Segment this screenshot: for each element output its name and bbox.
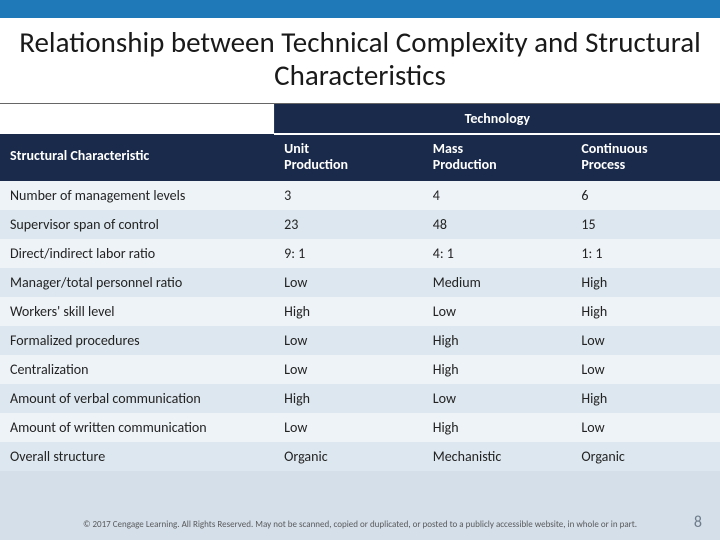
row-label: Amount of verbal communication — [0, 384, 274, 413]
cell: High — [274, 384, 423, 413]
cell: Low — [423, 384, 572, 413]
column-header-row: Structural Characteristic Unit Productio… — [0, 134, 720, 181]
cell: 6 — [571, 181, 720, 210]
col-header-0-line2: Production — [284, 157, 413, 173]
cell: 1: 1 — [571, 239, 720, 268]
table-header: Technology Structural Characteristic Uni… — [0, 104, 720, 181]
cell: Low — [274, 326, 423, 355]
col-header-2-line1: Continuous — [581, 141, 710, 157]
col-header-0: Unit Production — [274, 134, 423, 181]
accent-top-bar — [0, 0, 720, 18]
cell: Mechanistic — [423, 442, 572, 471]
cell: Low — [274, 268, 423, 297]
row-label: Centralization — [0, 355, 274, 384]
cell: 48 — [423, 210, 572, 239]
cell: Medium — [423, 268, 572, 297]
cell: High — [423, 355, 572, 384]
title-block: Relationship between Technical Complexit… — [0, 18, 720, 104]
cell: 4: 1 — [423, 239, 572, 268]
table-row: Amount of verbal communicationHighLowHig… — [0, 384, 720, 413]
row-header-label: Structural Characteristic — [0, 134, 274, 181]
page-title: Relationship between Technical Complexit… — [12, 26, 708, 93]
col-header-2: Continuous Process — [571, 134, 720, 181]
table-row: Amount of written communicationLowHighLo… — [0, 413, 720, 442]
col-header-1: Mass Production — [423, 134, 572, 181]
table-row: Manager/total personnel ratioLowMediumHi… — [0, 268, 720, 297]
cell: 4 — [423, 181, 572, 210]
row-label: Workers' skill level — [0, 297, 274, 326]
data-table: Technology Structural Characteristic Uni… — [0, 104, 720, 471]
cell: Low — [274, 355, 423, 384]
row-label: Overall structure — [0, 442, 274, 471]
col-header-2-line2: Process — [581, 157, 710, 173]
table-row: Workers' skill levelHighLowHigh — [0, 297, 720, 326]
cell: High — [571, 268, 720, 297]
cell: Low — [571, 326, 720, 355]
cell: Low — [571, 355, 720, 384]
row-label: Formalized procedures — [0, 326, 274, 355]
col-header-0-line1: Unit — [284, 141, 413, 157]
page-number: 8 — [694, 513, 702, 532]
cell: High — [423, 326, 572, 355]
table-row: Overall structureOrganicMechanisticOrgan… — [0, 442, 720, 471]
super-header: Technology — [274, 104, 720, 134]
row-label: Supervisor span of control — [0, 210, 274, 239]
cell: 15 — [571, 210, 720, 239]
row-label: Amount of written communication — [0, 413, 274, 442]
col-header-1-line1: Mass — [433, 141, 562, 157]
cell: Low — [571, 413, 720, 442]
cell: 23 — [274, 210, 423, 239]
cell: High — [571, 384, 720, 413]
table-container: Technology Structural Characteristic Uni… — [0, 104, 720, 471]
table-row: Formalized proceduresLowHighLow — [0, 326, 720, 355]
cell: High — [274, 297, 423, 326]
cell: Organic — [571, 442, 720, 471]
cell: High — [423, 413, 572, 442]
cell: 9: 1 — [274, 239, 423, 268]
super-header-row: Technology — [0, 104, 720, 134]
cell: Low — [274, 413, 423, 442]
row-label: Direct/indirect labor ratio — [0, 239, 274, 268]
col-header-1-line2: Production — [433, 157, 562, 173]
cell: 3 — [274, 181, 423, 210]
row-label: Number of management levels — [0, 181, 274, 210]
row-label: Manager/total personnel ratio — [0, 268, 274, 297]
table-body: Number of management levels346Supervisor… — [0, 181, 720, 471]
cell: High — [571, 297, 720, 326]
copyright-footer: © 2017 Cengage Learning. All Rights Rese… — [0, 519, 720, 530]
table-row: Supervisor span of control234815 — [0, 210, 720, 239]
cell: Low — [423, 297, 572, 326]
header-blank-cell — [0, 104, 274, 134]
table-row: Direct/indirect labor ratio9: 14: 11: 1 — [0, 239, 720, 268]
table-row: CentralizationLowHighLow — [0, 355, 720, 384]
table-row: Number of management levels346 — [0, 181, 720, 210]
cell: Organic — [274, 442, 423, 471]
